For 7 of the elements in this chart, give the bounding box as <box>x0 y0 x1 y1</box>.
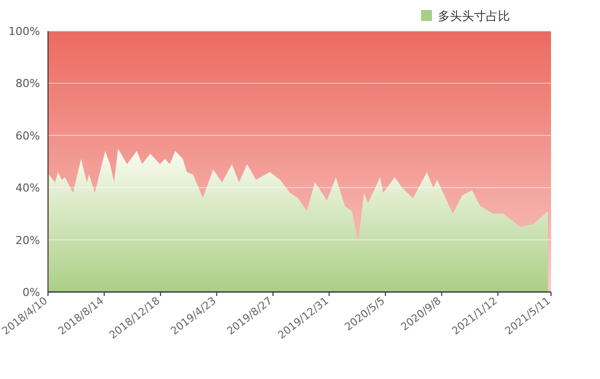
y-tick-label: 20% <box>16 234 40 247</box>
y-tick-label: 100% <box>8 25 40 38</box>
legend-label: 多头头寸占比 <box>438 9 510 23</box>
y-tick-label: 40% <box>16 182 40 195</box>
y-tick-label: 0% <box>22 286 40 299</box>
y-tick-label: 80% <box>16 77 40 90</box>
y-tick-label: 60% <box>16 129 40 142</box>
